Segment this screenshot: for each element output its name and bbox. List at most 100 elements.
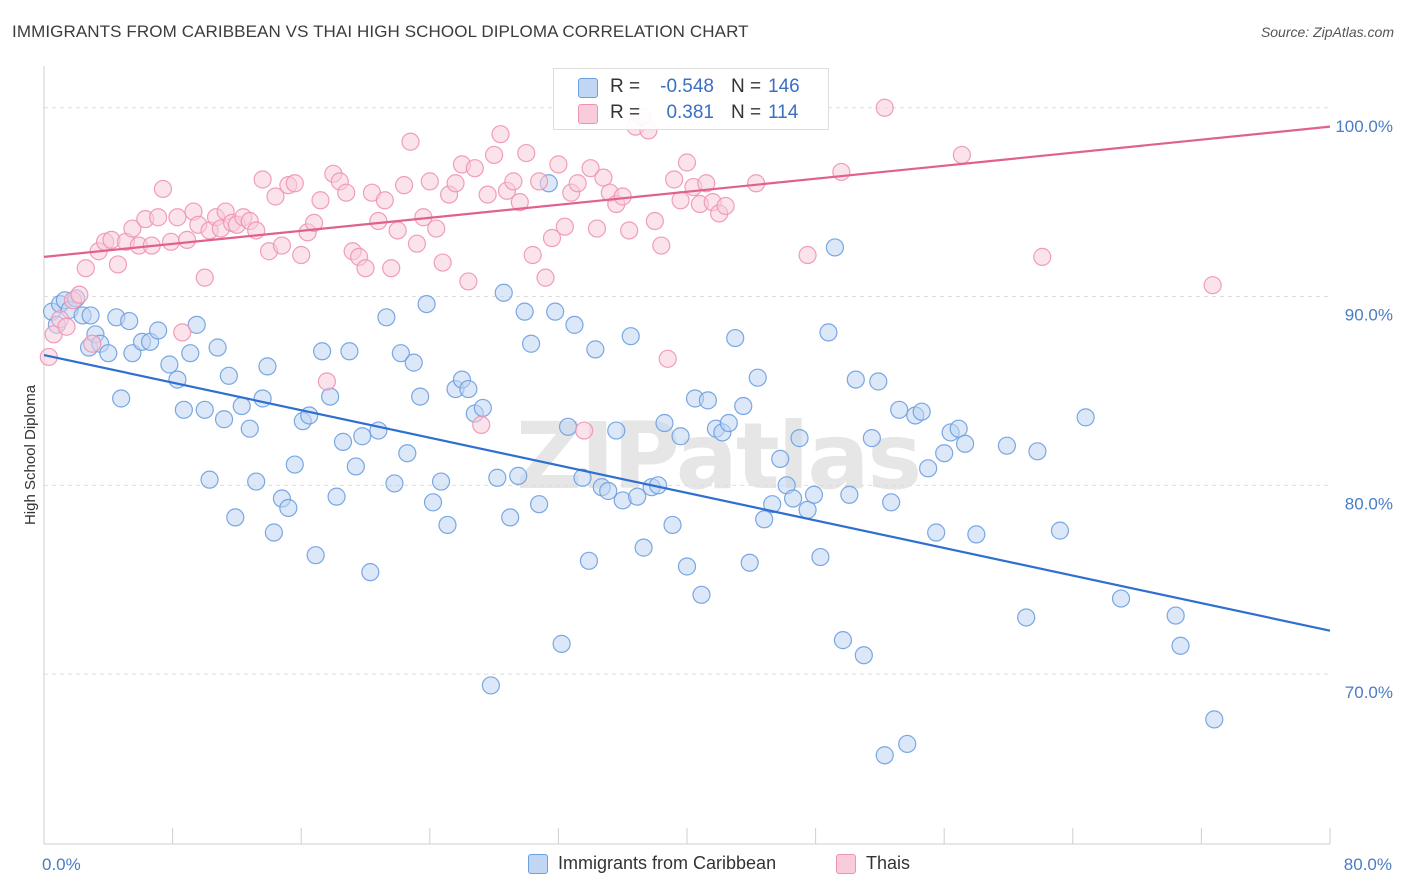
caribbean-point <box>586 340 605 359</box>
thais-point <box>433 253 452 272</box>
caribbean-point <box>875 746 894 765</box>
thais-point <box>459 272 478 291</box>
thais-point <box>177 230 197 250</box>
caribbean-point <box>340 342 359 361</box>
caribbean-point <box>677 557 697 576</box>
thais-point <box>311 191 330 210</box>
caribbean-point <box>321 387 340 406</box>
thais-point <box>70 285 89 304</box>
caribbean-point <box>1205 710 1224 729</box>
thais-point <box>394 176 414 195</box>
caribbean-trend-line <box>43 353 1331 632</box>
caribbean-point <box>819 323 838 342</box>
caribbean-point <box>187 315 206 334</box>
caribbean-point <box>411 387 430 406</box>
y-axis-label: High School Diploma <box>22 384 39 525</box>
thais-point <box>697 174 716 193</box>
caribbean-point <box>755 510 774 529</box>
caribbean-point <box>377 308 396 327</box>
axis-layer <box>43 66 1331 845</box>
r-value: -0.548 <box>660 76 714 97</box>
thais-point <box>549 155 568 174</box>
thais-point <box>292 245 311 265</box>
caribbean-point <box>719 413 738 433</box>
thais-point <box>253 170 272 189</box>
caribbean-point <box>258 357 277 376</box>
caribbean-point <box>509 466 528 485</box>
thais-point <box>382 259 401 278</box>
thais-point <box>665 170 684 189</box>
thais-point <box>272 236 292 255</box>
thais-point <box>510 193 529 212</box>
caribbean-point <box>552 634 571 653</box>
thais-point <box>536 268 555 287</box>
y-tick-label: 70.0% <box>1345 683 1393 702</box>
caribbean-point <box>285 455 304 474</box>
trend-layer <box>43 125 1331 632</box>
thais-point <box>716 196 735 216</box>
caribbean-point <box>1171 636 1190 655</box>
thais-point <box>568 174 587 193</box>
caribbean-point <box>253 389 272 408</box>
legend-item-thais[interactable]: Thais <box>836 851 936 877</box>
caribbean-point <box>214 410 234 429</box>
thais-point <box>504 172 523 191</box>
legend-item-caribbean[interactable]: Immigrants from Caribbean <box>528 851 828 877</box>
thais-point <box>369 211 388 231</box>
thais-point <box>356 259 375 278</box>
caribbean-point <box>798 500 817 519</box>
caribbean-point <box>181 344 200 363</box>
y-tick-label: 100.0% <box>1335 117 1393 136</box>
caribbean-point <box>473 398 492 418</box>
caribbean-point <box>573 468 592 487</box>
caribbean-point <box>81 306 100 325</box>
thais-point <box>420 172 439 191</box>
thais-point <box>645 211 664 231</box>
legend-row-caribbean: R = -0.548 N = 146 <box>554 74 828 100</box>
caribbean-point <box>240 419 259 438</box>
caribbean-point <box>628 487 647 506</box>
caribbean-point <box>811 547 830 567</box>
thais-point <box>491 125 510 144</box>
x-tick-label-min: 0.0% <box>42 855 81 874</box>
caribbean-point <box>621 327 640 346</box>
caribbean-point <box>833 631 853 650</box>
caribbean-point <box>935 444 954 463</box>
caribbean-point <box>997 436 1016 455</box>
caribbean-point <box>840 485 859 504</box>
caribbean-point <box>1166 606 1185 625</box>
caribbean-point <box>1028 442 1047 461</box>
thais-point <box>173 323 192 342</box>
caribbean-point <box>771 449 790 468</box>
thais-point <box>587 219 607 238</box>
caribbean-point <box>862 429 881 448</box>
caribbean-point <box>346 457 365 476</box>
thais-point <box>952 145 971 165</box>
r-label: R = <box>610 102 641 123</box>
thais-point <box>149 208 168 227</box>
caribbean-point <box>546 302 565 321</box>
caribbean-point <box>919 459 938 478</box>
caribbean-point <box>279 498 298 518</box>
thais-point <box>317 372 337 391</box>
correlation-legend: R = -0.548 N = 146 R = 0.381 N = 114 <box>553 68 829 130</box>
caribbean-point <box>208 338 227 357</box>
caribbean-point <box>655 413 674 433</box>
caribbean-point <box>99 344 118 363</box>
thais-trend-line <box>43 125 1331 258</box>
thais-point <box>671 191 690 210</box>
thais-point <box>575 421 594 440</box>
caribbean-point <box>501 508 520 527</box>
source-note: Source: ZipAtlas.com <box>1260 24 1394 40</box>
caribbean-point <box>174 400 193 419</box>
caribbean-point <box>361 563 380 582</box>
caribbean-point <box>521 334 541 353</box>
caribbean-point <box>312 342 332 361</box>
caribbean-point <box>763 495 782 514</box>
caribbean-point <box>391 344 410 363</box>
caribbean-point <box>1111 589 1131 608</box>
x-tick-label-max: 80.0% <box>1344 855 1392 874</box>
caribbean-point <box>459 379 478 399</box>
caribbean-point <box>790 429 809 448</box>
